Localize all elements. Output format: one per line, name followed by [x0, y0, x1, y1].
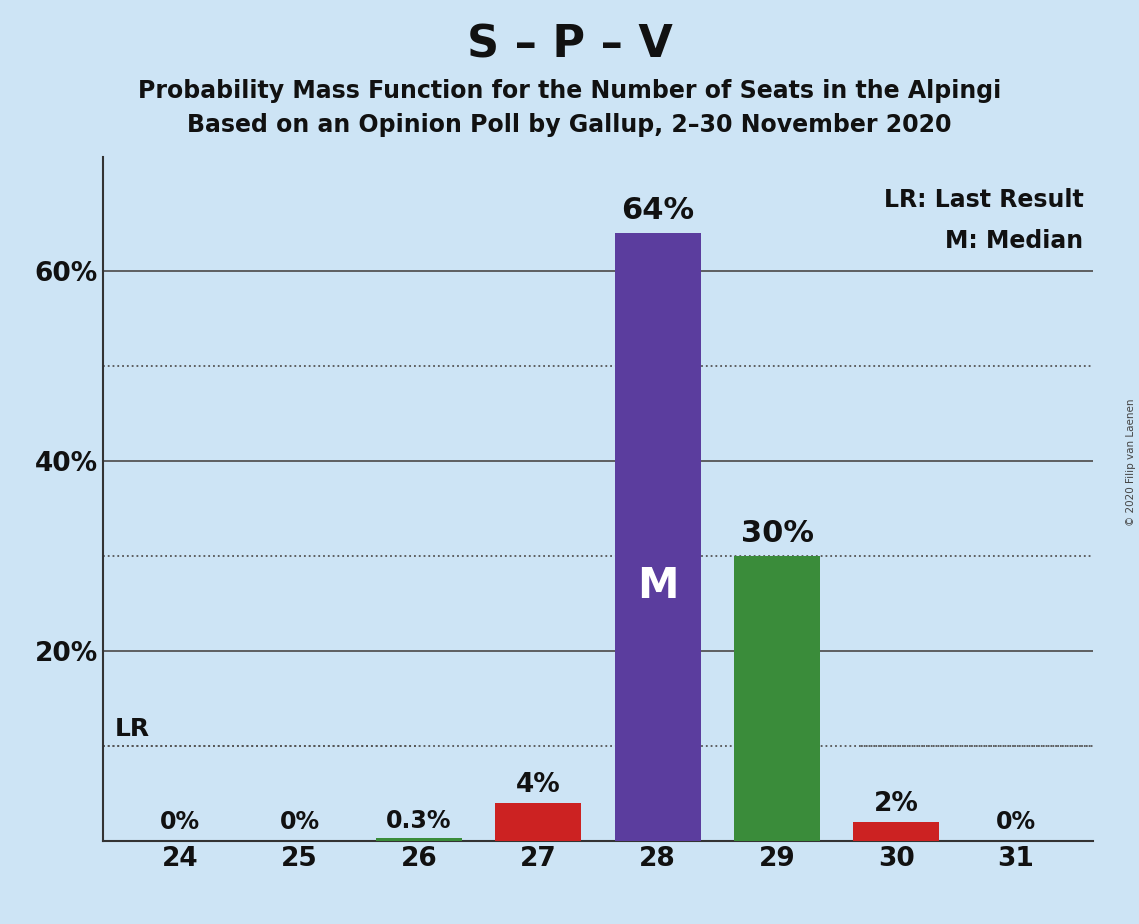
Text: 2%: 2% [874, 791, 919, 817]
Bar [495, 803, 581, 841]
Text: 0%: 0% [161, 810, 200, 834]
Text: 0%: 0% [279, 810, 320, 834]
Text: M: M [637, 565, 679, 606]
Bar [615, 233, 700, 841]
Text: LR: LR [114, 717, 149, 741]
Text: 0%: 0% [995, 810, 1035, 834]
Text: Based on an Opinion Poll by Gallup, 2–30 November 2020: Based on an Opinion Poll by Gallup, 2–30… [187, 113, 952, 137]
Bar [734, 556, 820, 841]
Bar [376, 838, 462, 841]
Text: LR: Last Result: LR: Last Result [884, 188, 1083, 212]
Text: 0.3%: 0.3% [386, 809, 452, 833]
Text: M: Median: M: Median [945, 229, 1083, 253]
Text: © 2020 Filip van Laenen: © 2020 Filip van Laenen [1126, 398, 1136, 526]
Text: 30%: 30% [740, 519, 813, 548]
Bar [853, 821, 940, 841]
Text: Probability Mass Function for the Number of Seats in the Alpingi: Probability Mass Function for the Number… [138, 79, 1001, 103]
Text: 4%: 4% [516, 772, 560, 798]
Text: S – P – V: S – P – V [467, 23, 672, 67]
Text: 64%: 64% [621, 197, 695, 225]
